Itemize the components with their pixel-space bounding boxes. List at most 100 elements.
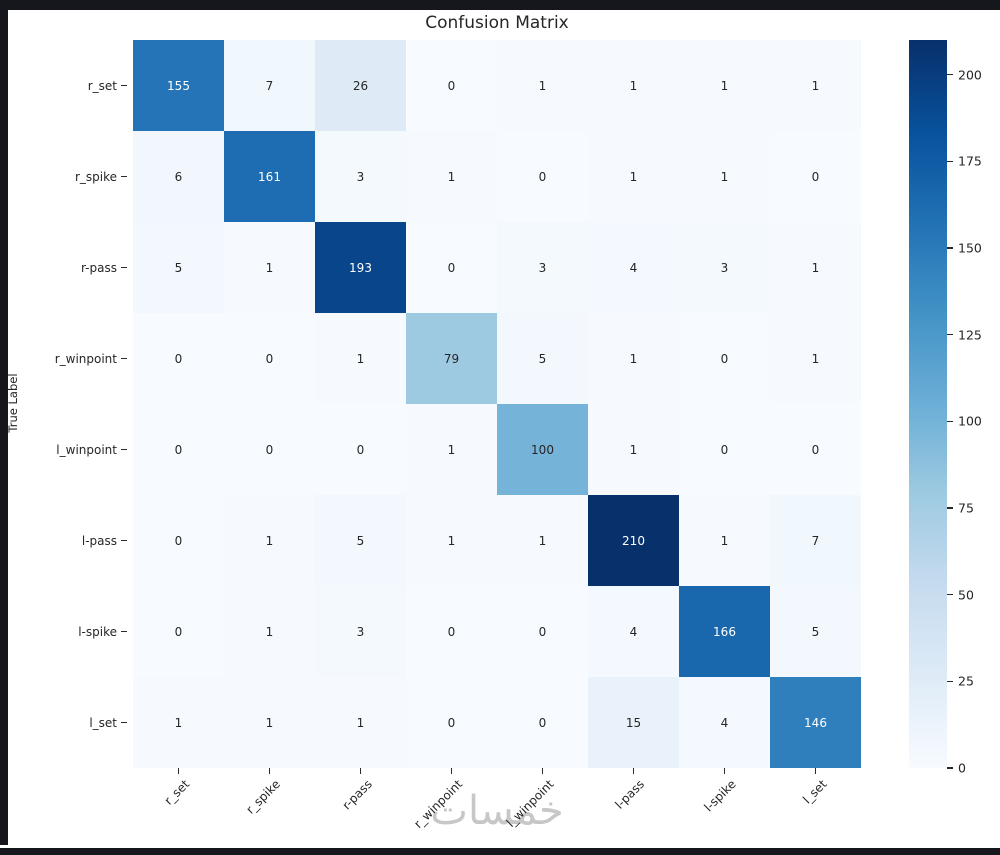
heatmap-cell: 166 [679, 586, 770, 677]
heatmap-cell: 0 [224, 404, 315, 495]
heatmap-cell: 26 [315, 40, 406, 131]
heatmap-cell: 3 [497, 222, 588, 313]
colorbar-tick-mark [947, 420, 953, 423]
heatmap-cell: 0 [497, 677, 588, 768]
heatmap-cell: 0 [406, 222, 497, 313]
top-edge-bar [0, 0, 1000, 10]
heatmap-cell: 193 [315, 222, 406, 313]
y-tick-label: r_spike [74, 169, 117, 184]
colorbar-tick-mark [947, 73, 953, 76]
x-tick-mark [723, 768, 726, 774]
heatmap-cell: 4 [588, 586, 679, 677]
y-tick-mark [121, 357, 127, 360]
heatmap-cell: 1 [315, 313, 406, 404]
heatmap-cell: 5 [770, 586, 861, 677]
heatmap-cell: 0 [497, 586, 588, 677]
heatmap-cell: 15 [588, 677, 679, 768]
colorbar-tick-mark [947, 680, 953, 683]
colorbar [909, 40, 947, 768]
heatmap-cell: 0 [679, 404, 770, 495]
colorbar-tick-label: 175 [958, 153, 982, 169]
heatmap-cell: 1 [406, 404, 497, 495]
heatmap-cell: 161 [224, 131, 315, 222]
heatmap-cell: 1 [679, 40, 770, 131]
colorbar-tick-label: 125 [958, 327, 982, 343]
y-tick-label: l-spike [78, 624, 117, 639]
y-tick-mark [121, 539, 127, 542]
heatmap-cell: 0 [497, 131, 588, 222]
heatmap-cell: 5 [497, 313, 588, 404]
heatmap-cell: 146 [770, 677, 861, 768]
colorbar-tick-label: 75 [958, 500, 974, 516]
y-tick-label: r_winpoint [54, 351, 117, 366]
x-tick-label: l-pass [612, 777, 648, 812]
heatmap-cell: 1 [224, 495, 315, 586]
colorbar-tick-label: 150 [958, 240, 982, 256]
colorbar-tick-label: 200 [958, 67, 982, 83]
heatmap-cell: 0 [133, 313, 224, 404]
y-tick-mark [121, 84, 127, 87]
heatmap-cell: 1 [224, 222, 315, 313]
heatmap-cell: 0 [133, 404, 224, 495]
x-tick-label: r-pass [339, 777, 375, 813]
bottom-edge-bar [0, 848, 1000, 855]
heatmap-cell: 5 [133, 222, 224, 313]
heatmap-cell: 0 [315, 404, 406, 495]
heatmap-cell: 3 [679, 222, 770, 313]
heatmap-cell: 1 [770, 313, 861, 404]
watermark-text: خمسات [430, 788, 564, 834]
heatmap-cell: 1 [406, 131, 497, 222]
heatmap-cell: 1 [679, 495, 770, 586]
heatmap-cell: 79 [406, 313, 497, 404]
heatmap-cell: 1 [588, 404, 679, 495]
heatmap-cell: 1 [679, 131, 770, 222]
heatmap-cell: 1 [224, 586, 315, 677]
x-tick-mark [268, 768, 271, 774]
y-tick-label: l_winpoint [56, 442, 117, 457]
heatmap-cell: 1 [133, 677, 224, 768]
y-tick-label: l-pass [81, 533, 117, 548]
x-tick-label: l_set [799, 777, 830, 807]
chart-title: Confusion Matrix [425, 13, 569, 33]
y-tick-label: r-pass [81, 260, 117, 275]
y-tick-mark [121, 448, 127, 451]
y-tick-labels: r_set r_spike r-pass r_winpoint l_winpoint l-… [0, 40, 117, 768]
x-tick-mark [814, 768, 817, 774]
x-tick-label: r_spike [243, 777, 284, 817]
x-tick-mark [632, 768, 635, 774]
heatmap-cell: 1 [315, 677, 406, 768]
colorbar-tick-label: 50 [958, 587, 974, 603]
heatmap-cell: 3 [315, 131, 406, 222]
heatmap-cell: 0 [133, 495, 224, 586]
colorbar-tick-mark [947, 593, 953, 596]
heatmap-cell: 210 [588, 495, 679, 586]
heatmap-cell: 0 [770, 404, 861, 495]
colorbar-tick-mark [947, 507, 953, 509]
heatmap-cell: 4 [588, 222, 679, 313]
heatmap-cell: 7 [770, 495, 861, 586]
heatmap-cell: 1 [588, 131, 679, 222]
heatmap-cell: 7 [224, 40, 315, 131]
heatmap-cell: 1 [770, 222, 861, 313]
heatmap-cell: 0 [406, 677, 497, 768]
heatmap-cell: 1 [588, 313, 679, 404]
heatmap-cell: 4 [679, 677, 770, 768]
heatmap-cell: 155 [133, 40, 224, 131]
y-tick-label: l_set [89, 715, 117, 730]
x-tick-mark [177, 768, 180, 774]
colorbar-tick-mark [947, 333, 953, 336]
heatmap-cell: 0 [224, 313, 315, 404]
y-tick-mark [121, 266, 127, 269]
heatmap-cell: 0 [133, 586, 224, 677]
heatmap-cell: 1 [497, 40, 588, 131]
heatmap-cell: 6 [133, 131, 224, 222]
heatmap-cell: 1 [224, 677, 315, 768]
colorbar-tick-label: 100 [958, 413, 982, 429]
y-tick-label: r_set [87, 78, 117, 93]
x-tick-mark [541, 768, 544, 774]
y-tick-mark [121, 630, 127, 633]
y-tick-mark [121, 175, 127, 178]
heatmap-cell: 1 [770, 40, 861, 131]
colorbar-tick-label: 25 [958, 673, 974, 689]
